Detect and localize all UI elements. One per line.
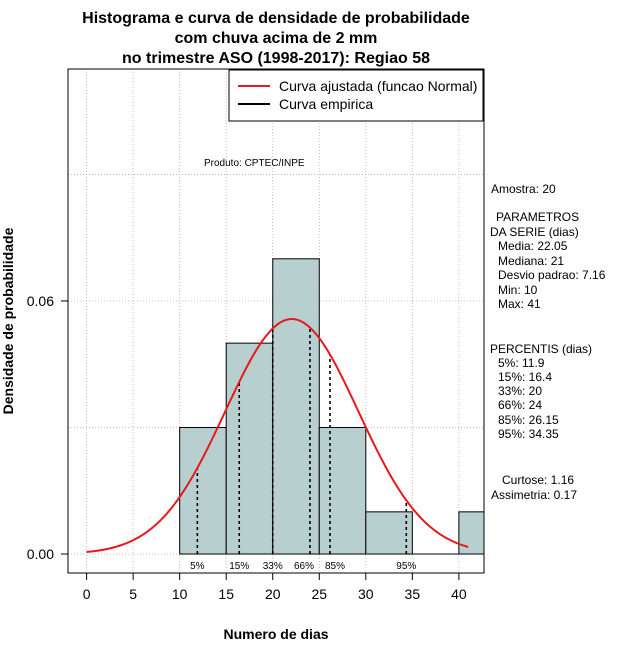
x-tick-label-10: 10 — [172, 586, 188, 602]
percentile-label-2: 33% — [263, 561, 283, 572]
percentile-5: 5%: 11.9 — [498, 356, 545, 370]
legend: Curva ajustada (funcao Normal) Curva emp… — [228, 69, 484, 122]
fitted-normal-curve — [86, 318, 469, 553]
histogram-bar-4 — [365, 511, 413, 555]
percentile-label-4: 85% — [325, 561, 345, 572]
x-tick-label-15: 15 — [218, 586, 234, 602]
chart-title-line-3: no trimestre ASO (1998-2017): Regiao 58 — [122, 50, 430, 67]
legend-fitted-label: Curva ajustada (funcao Normal) — [279, 78, 477, 94]
bar-group — [179, 258, 484, 555]
param-max: Max: 41 — [498, 297, 541, 311]
params-subtitle: DA SERIE (dias) — [490, 225, 579, 239]
percentile-66: 66%: 24 — [498, 398, 542, 412]
legend-empirical-label: Curva empirica — [279, 96, 373, 112]
percentile-label-1: 15% — [229, 561, 249, 572]
x-tick-label-20: 20 — [265, 586, 281, 602]
param-min: Min: 10 — [498, 283, 538, 297]
product-annotation: Produto: CPTEC/INPE — [204, 158, 305, 169]
percentile-label-0: 5% — [190, 561, 205, 572]
percentile-label-3: 66% — [294, 561, 314, 572]
params-title: PARAMETROS — [496, 210, 579, 224]
histogram-bar-1 — [225, 342, 274, 555]
percentile-label-5: 95% — [396, 561, 416, 572]
x-tick-label-40: 40 — [451, 586, 467, 602]
x-tick-label-0: 0 — [83, 586, 91, 602]
percentile-33: 33%: 20 — [498, 384, 542, 398]
histogram-bar-6 — [458, 511, 484, 555]
percentile-95: 95%: 34.35 — [498, 427, 559, 441]
chart-title-line-2: com chuva acima de 2 mm — [175, 30, 378, 47]
histogram-bar-0 — [179, 426, 227, 555]
histogram-bar-2 — [272, 258, 320, 555]
sample-size: Amostra: 20 — [491, 182, 556, 196]
chart-title-line-1: Histograma e curva de densidade de proba… — [82, 10, 470, 27]
y-axis-label: Densidade de probabilidade — [0, 227, 16, 414]
percentile-15: 15%: 16.4 — [498, 370, 552, 384]
legend-box — [228, 69, 484, 122]
axes: 0 5 10 15 20 25 30 35 40 0.00 0.06 — [27, 293, 467, 602]
statistics-panel: Amostra: 20 PARAMETROS DA SERIE (dias) M… — [490, 182, 606, 502]
param-mean: Media: 22.05 — [498, 239, 568, 253]
y-tick-label-0: 0.00 — [27, 546, 54, 562]
kurtosis: Curtose: 1.16 — [502, 473, 574, 487]
percentile-lines: 5% 15% 33% 66% 85% 95% — [190, 327, 416, 572]
y-tick-label-1: 0.06 — [27, 293, 54, 309]
histogram-bars — [179, 258, 484, 555]
param-sd: Desvio padrao: 7.16 — [498, 268, 606, 282]
histogram-bar-3 — [318, 426, 367, 555]
x-tick-label-5: 5 — [129, 586, 137, 602]
percentiles-title: PERCENTIS (dias) — [490, 342, 592, 356]
x-tick-label-25: 25 — [311, 586, 327, 602]
percentile-85: 85%: 26.15 — [498, 413, 559, 427]
x-axis-label: Numero de dias — [223, 626, 328, 642]
x-tick-label-30: 30 — [358, 586, 374, 602]
x-tick-label-35: 35 — [405, 586, 421, 602]
fitted-curve — [86, 318, 469, 553]
skewness: Assimetria: 0.17 — [491, 488, 577, 502]
param-median: Mediana: 21 — [498, 254, 564, 268]
